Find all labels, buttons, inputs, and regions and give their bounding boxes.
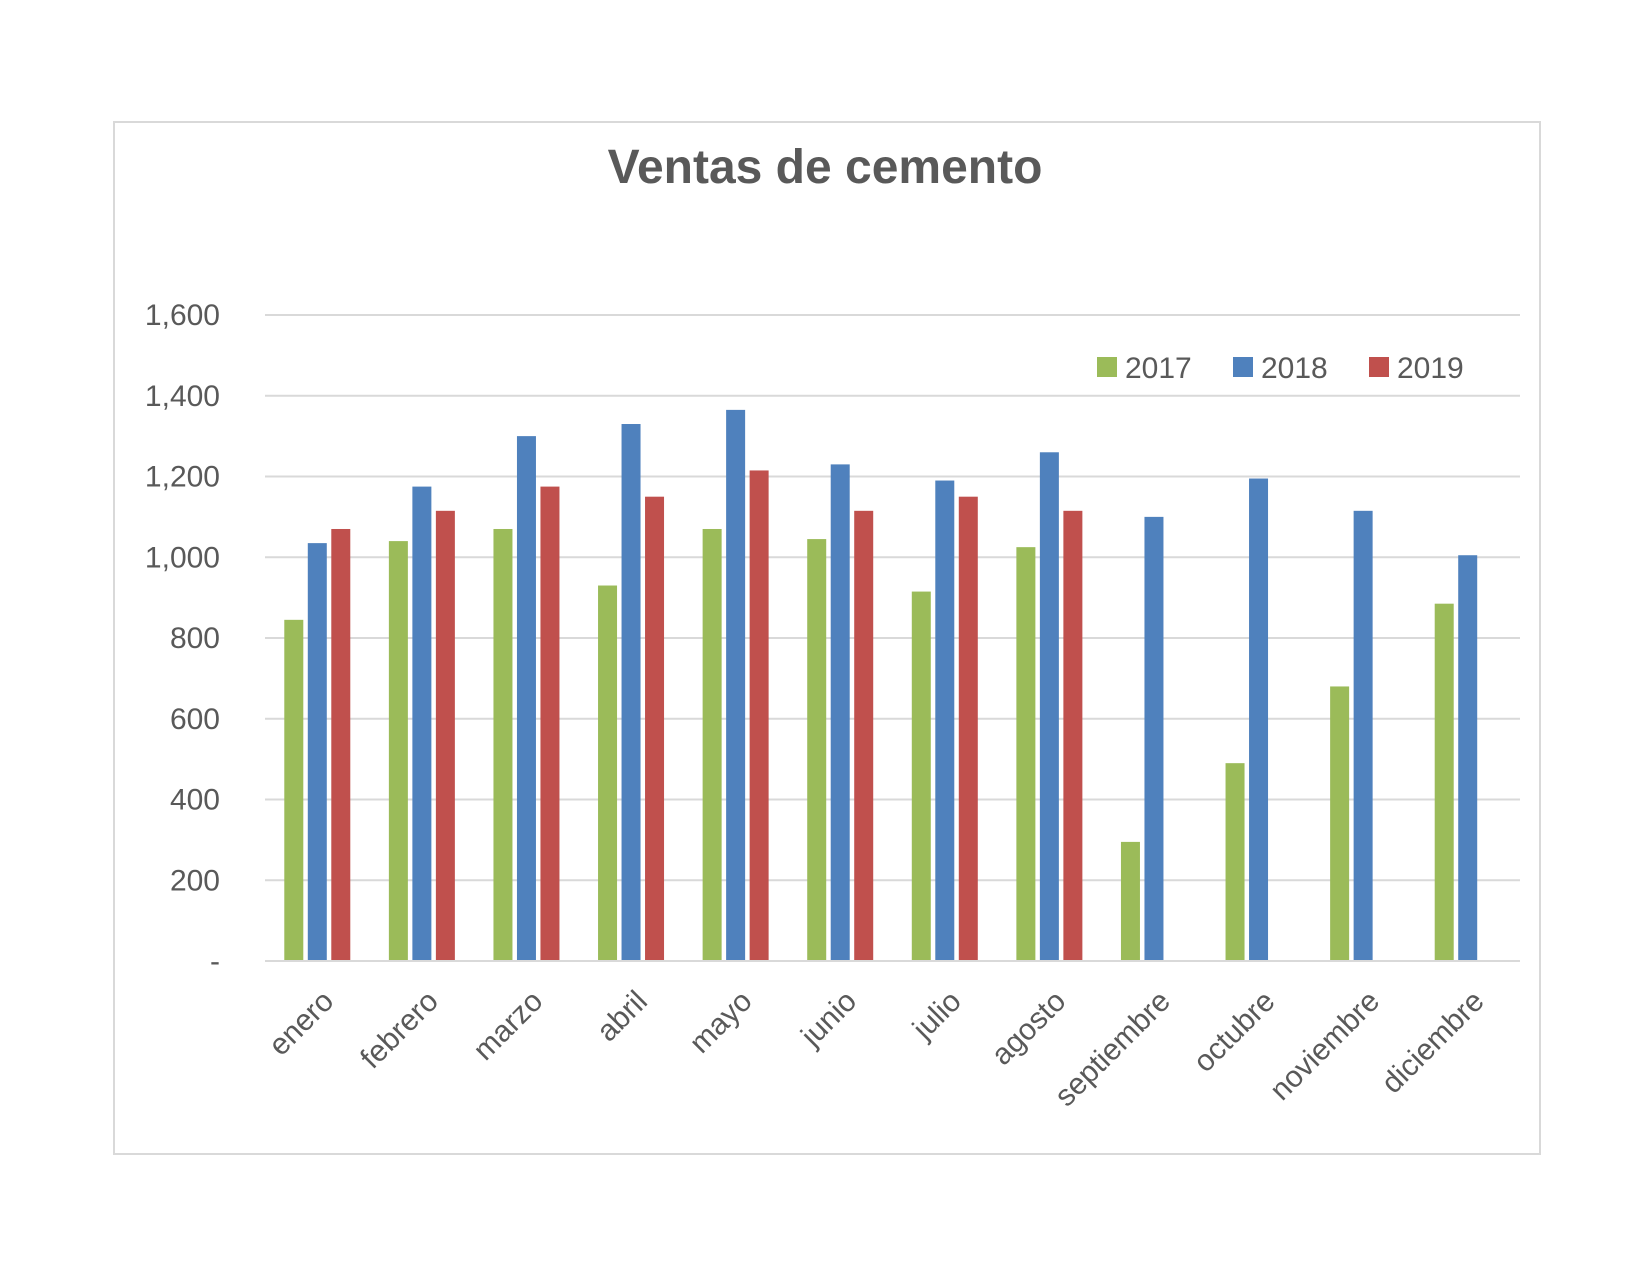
bar-2018-febrero — [412, 486, 432, 961]
bar-2018-junio — [830, 464, 850, 961]
bar-2017-enero — [284, 619, 304, 961]
x-tick-label: marzo — [467, 985, 549, 1067]
bar-2019-agosto — [1063, 510, 1083, 961]
y-tick-label: - — [210, 945, 220, 978]
y-tick-label: 800 — [170, 622, 220, 655]
x-tick-label: mayo — [683, 985, 758, 1060]
bar-2019-febrero — [435, 510, 455, 961]
legend-label: 2017 — [1125, 352, 1192, 385]
x-tick-label: febrero — [354, 985, 445, 1076]
bar-2017-febrero — [388, 541, 408, 961]
legend-swatch-2017 — [1097, 357, 1117, 377]
y-tick-label: 1,200 — [145, 461, 220, 494]
bar-2019-abril — [645, 496, 665, 961]
bar-2017-mayo — [702, 528, 722, 961]
bar-2017-agosto — [1016, 547, 1036, 961]
bar-2019-julio — [958, 496, 978, 961]
chart-title: Ventas de cemento — [607, 141, 1043, 194]
bars — [284, 409, 1478, 962]
bar-2018-noviembre — [1353, 510, 1373, 961]
bar-2018-mayo — [726, 409, 746, 962]
bar-2017-noviembre — [1330, 686, 1350, 961]
bar-2017-octubre — [1225, 763, 1245, 961]
x-tick-label: abril — [591, 985, 654, 1048]
bar-2017-diciembre — [1434, 603, 1454, 961]
bar-2018-enero — [307, 543, 327, 961]
y-tick-label: 200 — [170, 864, 220, 897]
legend-swatch-2018 — [1233, 357, 1253, 377]
x-tick-label: diciembre — [1375, 985, 1490, 1100]
bar-2019-marzo — [540, 486, 560, 961]
y-tick-label: 1,400 — [145, 380, 220, 413]
bar-2018-diciembre — [1458, 555, 1478, 961]
bar-2018-marzo — [516, 436, 536, 961]
x-tick-label: julio — [906, 985, 968, 1047]
legend-label: 2018 — [1261, 352, 1328, 385]
bar-2017-septiembre — [1120, 841, 1140, 961]
legend-swatch-2019 — [1369, 357, 1389, 377]
y-tick-label: 400 — [170, 784, 220, 817]
x-tick-label: octubre — [1187, 985, 1281, 1079]
x-tick-label: enero — [263, 985, 341, 1063]
gridlines — [265, 314, 1520, 962]
bar-2018-agosto — [1039, 452, 1059, 961]
y-tick-label: 600 — [170, 703, 220, 736]
bar-2018-abril — [621, 424, 641, 961]
y-tick-label: 1,600 — [145, 299, 220, 332]
bar-2017-abril — [598, 585, 618, 961]
legend: 2017 2018 2019 — [1097, 352, 1464, 385]
bar-2017-julio — [911, 591, 931, 961]
bar-2017-junio — [807, 539, 827, 961]
bar-2018-julio — [935, 480, 955, 961]
bar-2018-octubre — [1249, 478, 1269, 961]
x-tick-label: noviembre — [1264, 985, 1386, 1107]
bar-2017-marzo — [493, 528, 513, 961]
legend-label: 2019 — [1397, 352, 1464, 385]
y-tick-label: 1,000 — [145, 541, 220, 574]
x-tick-label: junio — [794, 985, 863, 1054]
bar-2019-mayo — [749, 470, 769, 961]
x-tick-label: agosto — [985, 985, 1072, 1072]
bar-2019-junio — [854, 510, 874, 961]
bar-2018-septiembre — [1144, 516, 1164, 961]
bar-2019-enero — [331, 528, 351, 961]
